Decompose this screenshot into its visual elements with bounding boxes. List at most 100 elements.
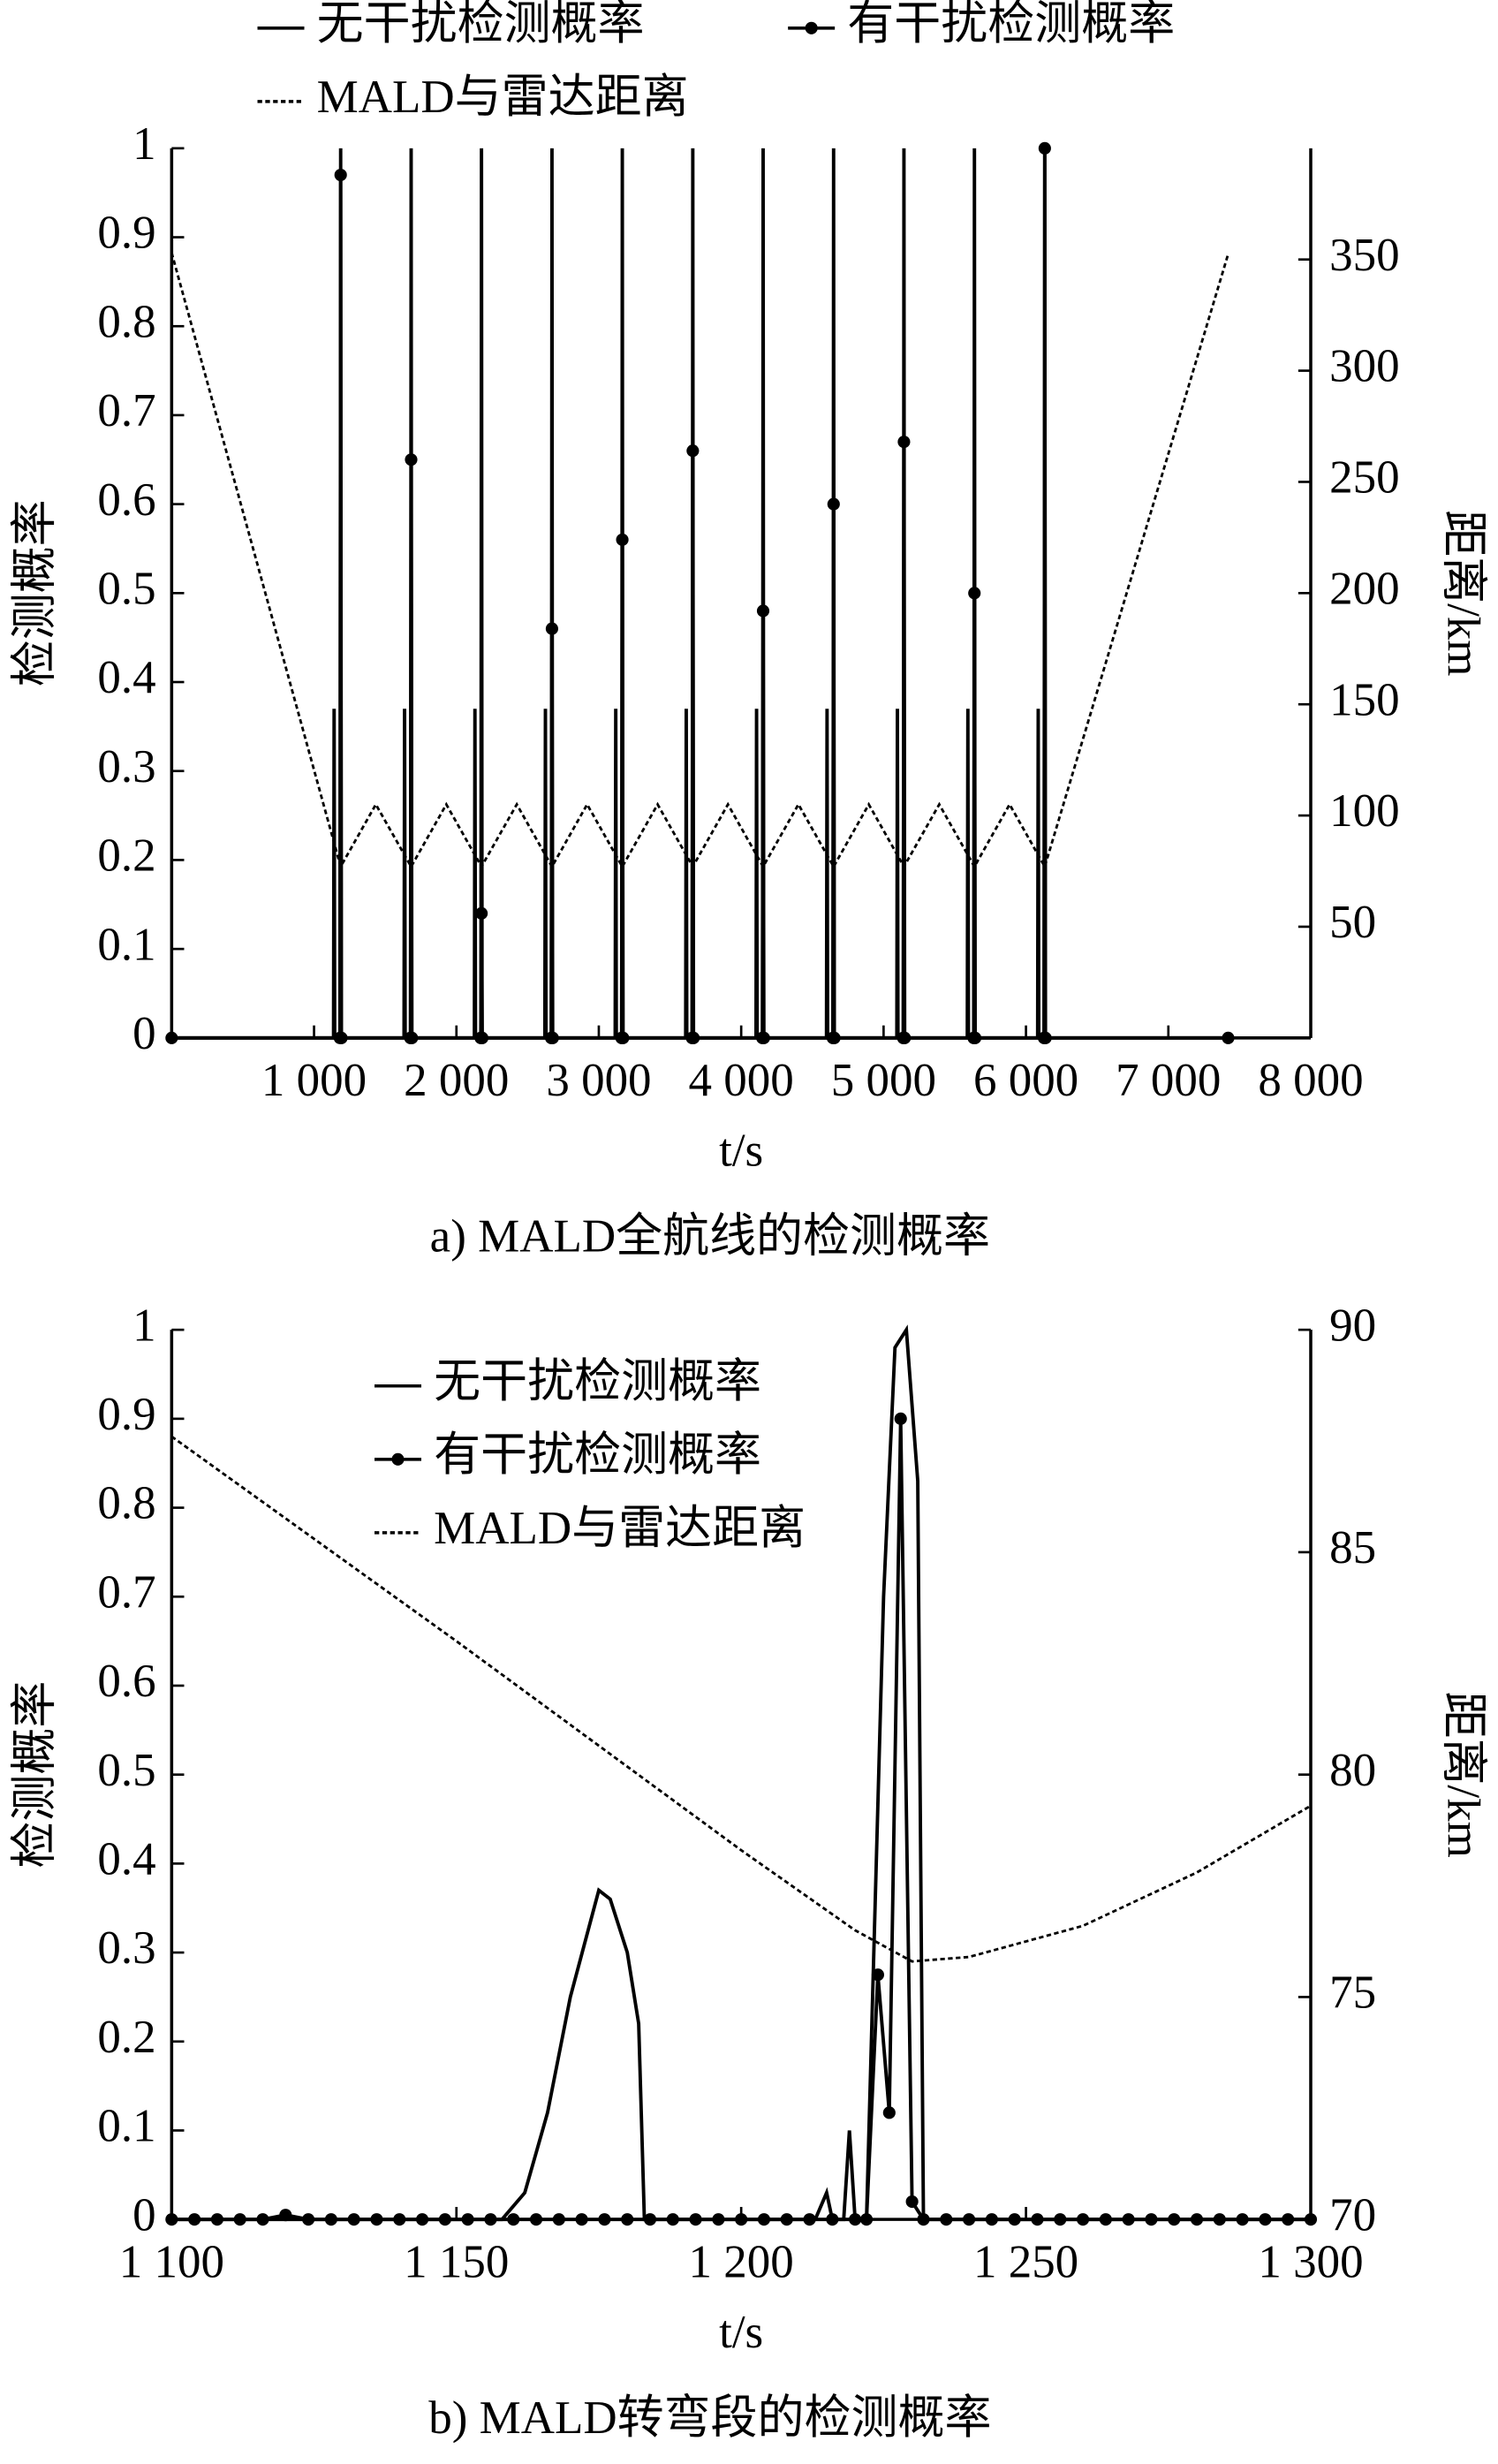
- series-marker: [598, 2213, 611, 2226]
- series-marker: [324, 2213, 337, 2226]
- series-marker: [621, 2213, 634, 2226]
- legend-marker: [391, 1452, 405, 1466]
- series-marker: [475, 1031, 488, 1044]
- y-tick-label: 0.5: [97, 1745, 155, 1796]
- series-marker: [968, 1031, 982, 1044]
- series-marker: [917, 2213, 930, 2226]
- series-marker: [552, 2213, 565, 2226]
- series-marker: [803, 2213, 816, 2226]
- series-marker: [616, 533, 629, 546]
- series-marker: [438, 2213, 451, 2226]
- x-tick-label: 7 000: [1116, 1055, 1221, 1106]
- y2-tick-label: 75: [1329, 1967, 1376, 2019]
- series-marker: [1222, 1031, 1235, 1044]
- series-marker: [347, 2213, 360, 2226]
- series-marker: [484, 2213, 497, 2226]
- x-tick-label: 3 000: [546, 1055, 651, 1106]
- series-marker: [686, 444, 700, 458]
- series-marker: [1039, 1031, 1052, 1044]
- series-marker: [546, 1031, 559, 1044]
- y-tick-label: 1: [132, 118, 156, 170]
- series-marker: [1190, 2213, 1204, 2226]
- series-marker: [871, 1968, 884, 1982]
- series-marker: [1031, 2213, 1044, 2226]
- y-axis-label: 检测概率: [9, 1681, 60, 1869]
- series-marker: [827, 497, 840, 511]
- y-tick-label: 0.3: [97, 741, 155, 792]
- series-marker: [940, 2213, 953, 2226]
- x-tick-label: 1 150: [404, 2236, 509, 2287]
- series-marker: [735, 2213, 748, 2226]
- series-marker: [687, 1031, 700, 1044]
- legend-label: 无干扰检测概率: [434, 1356, 761, 1407]
- y2-tick-label: 85: [1329, 1522, 1376, 1573]
- y-tick-label: 0.2: [97, 830, 155, 882]
- series-marker: [617, 1031, 630, 1044]
- y-tick-label: 0.4: [97, 652, 155, 703]
- series-marker: [279, 2209, 292, 2222]
- y-tick-label: 0.1: [97, 2101, 155, 2152]
- series-marker: [188, 2213, 201, 2226]
- series-marker: [461, 2213, 474, 2226]
- legend-marker: [805, 21, 818, 34]
- legend-label: MALD与雷达距离: [317, 72, 689, 123]
- series-marker: [1282, 2213, 1295, 2226]
- y2-axis-label: 距离/km: [1438, 1691, 1489, 1857]
- series-marker: [370, 2213, 383, 2226]
- y-tick-label: 0: [132, 1008, 156, 1059]
- caption: b) MALD转弯段的检测概率: [428, 2392, 991, 2444]
- y-tick-label: 0.1: [97, 919, 155, 970]
- y2-tick-label: 350: [1329, 230, 1399, 281]
- series-marker: [1076, 2213, 1090, 2226]
- series-line: [170, 252, 1229, 870]
- series-marker: [689, 2213, 702, 2226]
- y2-tick-label: 200: [1329, 563, 1399, 614]
- x-tick-label: 1 100: [119, 2236, 224, 2287]
- series-marker: [849, 2213, 862, 2226]
- series-marker: [545, 622, 558, 635]
- series-marker: [1099, 2213, 1112, 2226]
- y2-axis-label: 距离/km: [1438, 510, 1489, 676]
- x-tick-label: 8 000: [1258, 1055, 1363, 1106]
- series-line: [170, 1435, 1312, 1963]
- series-marker: [897, 436, 911, 449]
- series-marker: [712, 2213, 725, 2226]
- x-tick-label: 1 000: [261, 1055, 367, 1106]
- y-tick-label: 0.7: [97, 385, 155, 436]
- y2-tick-label: 300: [1329, 341, 1399, 392]
- y-tick-label: 0.4: [97, 1834, 155, 1885]
- legend-label: 无干扰检测概率: [317, 0, 645, 49]
- series-marker: [859, 2213, 874, 2226]
- y-axis-label: 检测概率: [9, 499, 60, 686]
- series-marker: [165, 2213, 178, 2226]
- y2-tick-label: 250: [1329, 452, 1399, 504]
- series-marker: [393, 2213, 406, 2226]
- series-marker: [905, 2195, 919, 2209]
- x-tick-label: 4 000: [689, 1055, 794, 1106]
- y-tick-label: 0.6: [97, 1656, 155, 1707]
- series-marker: [780, 2213, 793, 2226]
- series-marker: [968, 587, 981, 600]
- y-tick-label: 0.8: [97, 296, 155, 347]
- y-tick-label: 0: [132, 2189, 156, 2240]
- series-marker: [757, 1031, 770, 1044]
- y-tick-label: 0.2: [97, 2012, 155, 2063]
- series-marker: [882, 2106, 896, 2119]
- series-marker: [405, 1031, 419, 1044]
- series-marker: [405, 453, 418, 466]
- legend-label: MALD与雷达距离: [434, 1503, 806, 1554]
- x-tick-label: 5 000: [831, 1055, 936, 1106]
- series-marker: [898, 1031, 912, 1044]
- series-marker: [1168, 2213, 1181, 2226]
- series-marker: [1122, 2213, 1135, 2226]
- y2-tick-label: 100: [1329, 785, 1399, 837]
- y-tick-label: 0.5: [97, 563, 155, 614]
- series-marker: [1008, 2213, 1021, 2226]
- series-marker: [963, 2213, 976, 2226]
- series-marker: [1259, 2213, 1272, 2226]
- series-marker: [756, 604, 770, 618]
- y2-tick-label: 50: [1329, 897, 1376, 948]
- x-tick-label: 6 000: [973, 1055, 1078, 1106]
- series-marker: [894, 1412, 907, 1425]
